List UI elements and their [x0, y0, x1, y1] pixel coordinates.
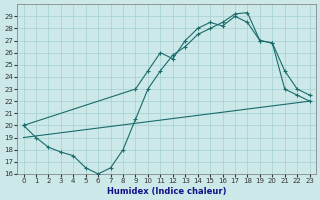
X-axis label: Humidex (Indice chaleur): Humidex (Indice chaleur): [107, 187, 226, 196]
